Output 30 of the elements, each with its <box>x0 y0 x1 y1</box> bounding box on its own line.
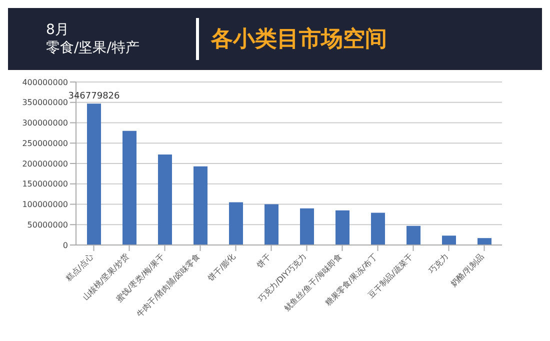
x-tick-label: 饼干 <box>254 252 273 270</box>
y-tick-label: 400000000 <box>22 78 68 87</box>
data-label: 346779826 <box>68 92 120 102</box>
y-tick-label: 250000000 <box>22 138 68 148</box>
x-tick-label: 饼干/膨化 <box>206 252 238 284</box>
y-tick-label: 0 <box>62 240 68 250</box>
bar <box>300 208 314 245</box>
bar <box>336 210 350 245</box>
y-tick-label: 300000000 <box>22 118 68 128</box>
y-tick-label: 150000000 <box>22 180 68 189</box>
chart-subtitle: 零食/坚果/特产 <box>46 39 140 57</box>
x-tick-label: 糕点/点心 <box>64 252 96 283</box>
bar <box>194 166 208 245</box>
bar <box>442 236 456 245</box>
bar <box>264 204 278 245</box>
x-tick-label: 奶酪/乳制品 <box>449 252 486 289</box>
x-tick-label: 巧克力 <box>426 252 450 276</box>
y-tick-label: 100000000 <box>22 200 68 210</box>
y-tick-label: 350000000 <box>22 98 68 108</box>
chart-title: 各小类目市场空间 <box>211 26 387 54</box>
bar <box>229 202 243 245</box>
y-tick-label: 50000000 <box>27 220 68 230</box>
bar <box>478 238 492 245</box>
y-tick-label: 200000000 <box>22 159 68 168</box>
text: 8月 <box>46 21 70 39</box>
bar <box>158 154 172 245</box>
bar <box>87 104 101 245</box>
bar <box>406 226 420 245</box>
bar <box>371 212 385 245</box>
bar <box>122 130 136 245</box>
